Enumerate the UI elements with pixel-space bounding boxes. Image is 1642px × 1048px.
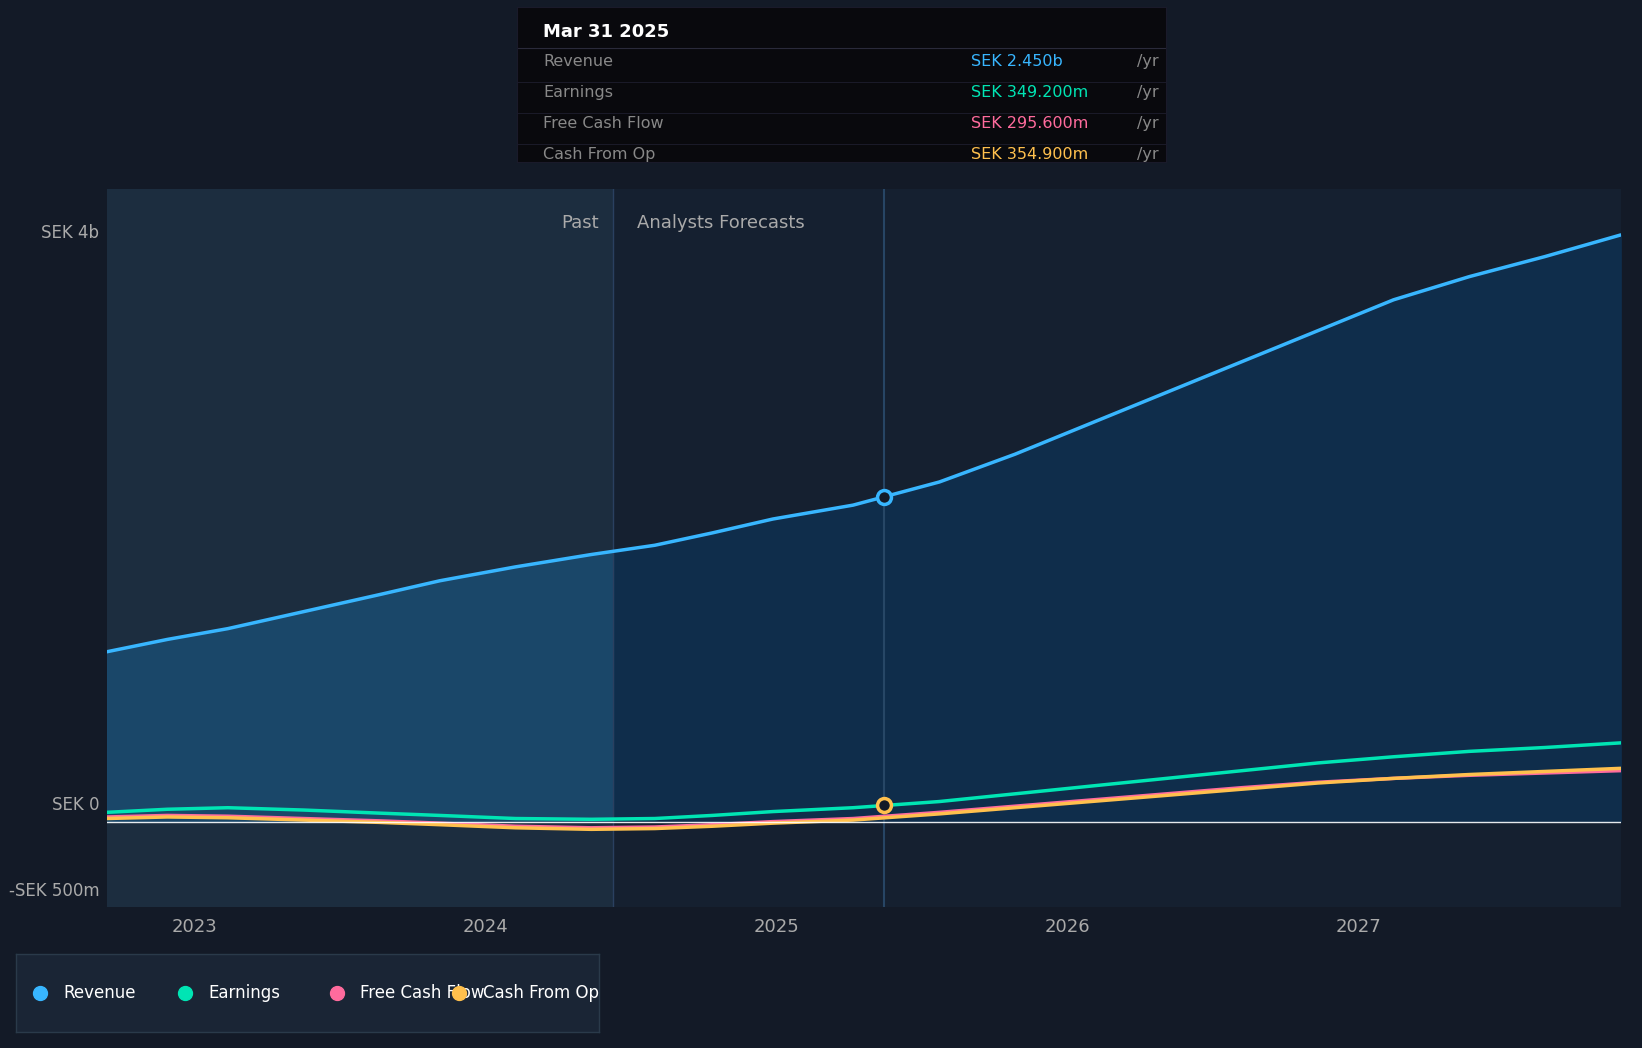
Text: SEK 354.900m: SEK 354.900m — [972, 147, 1089, 162]
Text: Earnings: Earnings — [209, 984, 281, 1002]
Text: SEK 4b: SEK 4b — [41, 224, 99, 242]
Text: Free Cash Flow: Free Cash Flow — [360, 984, 484, 1002]
Text: /yr: /yr — [1136, 147, 1158, 162]
Text: /yr: /yr — [1136, 53, 1158, 69]
Text: Earnings: Earnings — [544, 85, 612, 100]
Text: Free Cash Flow: Free Cash Flow — [544, 116, 663, 131]
Text: Past: Past — [562, 214, 599, 232]
Text: Mar 31 2025: Mar 31 2025 — [544, 23, 670, 41]
Text: SEK 349.200m: SEK 349.200m — [972, 85, 1089, 100]
Text: Analysts Forecasts: Analysts Forecasts — [637, 214, 805, 232]
Text: /yr: /yr — [1136, 116, 1158, 131]
Text: SEK 2.450b: SEK 2.450b — [972, 53, 1062, 69]
Text: Revenue: Revenue — [544, 53, 612, 69]
Text: SEK 0: SEK 0 — [51, 796, 99, 814]
Text: /yr: /yr — [1136, 85, 1158, 100]
Text: Cash From Op: Cash From Op — [544, 147, 655, 162]
Bar — [107, 189, 614, 907]
Text: SEK 295.600m: SEK 295.600m — [972, 116, 1089, 131]
Text: -SEK 500m: -SEK 500m — [8, 882, 99, 900]
Text: Revenue: Revenue — [62, 984, 136, 1002]
Text: Cash From Op: Cash From Op — [483, 984, 599, 1002]
Bar — [614, 189, 1621, 907]
